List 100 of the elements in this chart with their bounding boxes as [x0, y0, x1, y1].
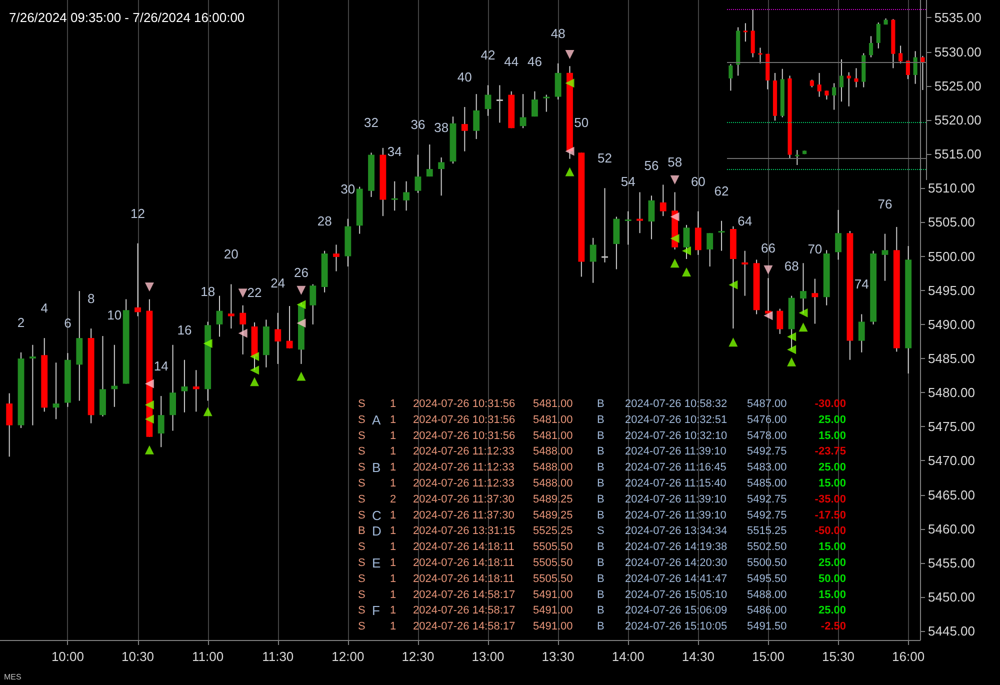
text: 38	[434, 120, 449, 135]
text: 7/26/2024 09:35:00 - 7/26/2024 16:00:00	[9, 10, 245, 25]
y-tick-label: 5530.00	[934, 44, 982, 60]
candlestick	[846, 72, 851, 107]
candlestick	[532, 90, 538, 118]
candlestick	[228, 284, 234, 330]
text: 2	[17, 314, 25, 330]
candlestick	[484, 84, 492, 116]
candlestick	[882, 233, 888, 282]
point	[798, 308, 808, 318]
point	[144, 445, 154, 454]
candlestick	[742, 250, 748, 296]
candlestick	[898, 45, 903, 64]
point	[764, 311, 773, 320]
y-tick-label: 5470.00	[928, 453, 975, 468]
candlestick	[718, 220, 725, 252]
candlestick	[906, 60, 910, 80]
text: 74	[854, 276, 869, 292]
text: 46	[527, 54, 542, 69]
text: 40	[457, 70, 472, 85]
text: 28	[317, 213, 332, 228]
point	[682, 246, 691, 256]
text: 76	[878, 196, 892, 212]
y-tick-label: 5460.00	[928, 521, 975, 536]
x-tick-label: 10:00	[51, 649, 84, 664]
text: 10	[107, 307, 122, 322]
candlestick	[29, 344, 36, 426]
candlestick	[812, 278, 818, 324]
y-tick-label: 5535.00	[934, 10, 982, 26]
y-tick-label: 5475.00	[928, 419, 975, 434]
candlestick	[776, 308, 784, 334]
point	[565, 78, 574, 88]
candlestick	[6, 392, 13, 458]
candlestick	[473, 94, 480, 140]
point	[250, 366, 260, 375]
candlestick	[461, 106, 468, 152]
text: 34	[387, 144, 402, 159]
candlestick	[795, 150, 800, 166]
x-tick-label: 15:00	[752, 649, 784, 664]
candlestick	[839, 58, 844, 102]
point	[682, 267, 691, 276]
point	[250, 377, 260, 386]
text: 66	[760, 240, 776, 256]
candlestick	[624, 210, 632, 246]
y-tick-label: 5510.00	[928, 180, 975, 196]
candlestick	[216, 295, 223, 338]
x-tick-label: 14:30	[682, 649, 714, 664]
point	[728, 280, 738, 290]
text: S A 1 2024-07-26 10:31:56 5481.00 B 2024-07-26 10:32:51 5476.00 25.00	[358, 412, 846, 428]
y-tick-label: 5490.00	[928, 316, 975, 332]
candlestick	[728, 64, 733, 92]
text: 36	[410, 117, 426, 132]
text: S 1 2024-07-26 14:18:11 5505.50 B 2024-07-26 14:19:38 5502.50 15.00	[358, 541, 846, 554]
candlestick	[817, 72, 822, 98]
x-tick-label: 13:30	[542, 649, 574, 664]
y-tick-label: 5505.00	[928, 214, 975, 230]
text: 56	[644, 158, 659, 174]
point	[728, 338, 738, 347]
candlestick	[636, 192, 644, 234]
candlestick	[391, 180, 398, 212]
point	[144, 379, 154, 388]
text: S 2 2024-07-26 11:37:30 5489.25 B 2024-07-26 11:39:10 5492.75 -35.00	[358, 493, 846, 506]
point	[144, 400, 154, 410]
text: S B 1 2024-07-26 11:12:33 5488.00 B 2024-07-26 11:16:45 5483.00 25.00	[358, 460, 846, 476]
candlestick	[590, 237, 596, 284]
point	[565, 167, 574, 176]
text: S 1 2024-07-26 14:58:17 5491.00 B 2024-07-26 15:05:10 5488.00 15.00	[358, 588, 846, 601]
candlestick	[438, 156, 445, 196]
candlestick	[694, 210, 702, 256]
y-tick-label: 5455.00	[928, 555, 975, 570]
point	[296, 318, 306, 328]
text: 52	[598, 150, 612, 166]
point	[296, 286, 306, 295]
text: 20	[224, 246, 238, 262]
point	[296, 300, 306, 310]
point	[203, 339, 212, 348]
candlestick	[274, 312, 282, 364]
text: S 1 2024-07-26 14:18:11 5505.50 B 2024-07-26 14:41:47 5495.50 50.00	[358, 572, 846, 585]
point	[238, 328, 248, 338]
candlestick	[543, 94, 550, 112]
text: 8	[87, 291, 95, 306]
candlestick	[648, 195, 655, 240]
text: 30	[340, 181, 356, 196]
text: 64	[738, 213, 752, 228]
point	[250, 352, 260, 361]
y-tick-label: 5515.00	[934, 146, 982, 162]
text: 44	[504, 54, 519, 69]
text: 42	[480, 48, 496, 63]
text: 6	[64, 316, 72, 331]
candlestick	[602, 188, 608, 263]
y-tick-label: 5480.00	[928, 385, 975, 400]
candlestick	[286, 306, 293, 349]
candlestick	[876, 22, 880, 49]
candlestick	[403, 180, 410, 212]
x-tick-label: 13:00	[472, 649, 504, 664]
x-tick-label: 10:30	[121, 649, 154, 664]
point	[144, 414, 154, 424]
point	[670, 234, 680, 244]
point	[787, 357, 796, 366]
point	[787, 345, 796, 354]
